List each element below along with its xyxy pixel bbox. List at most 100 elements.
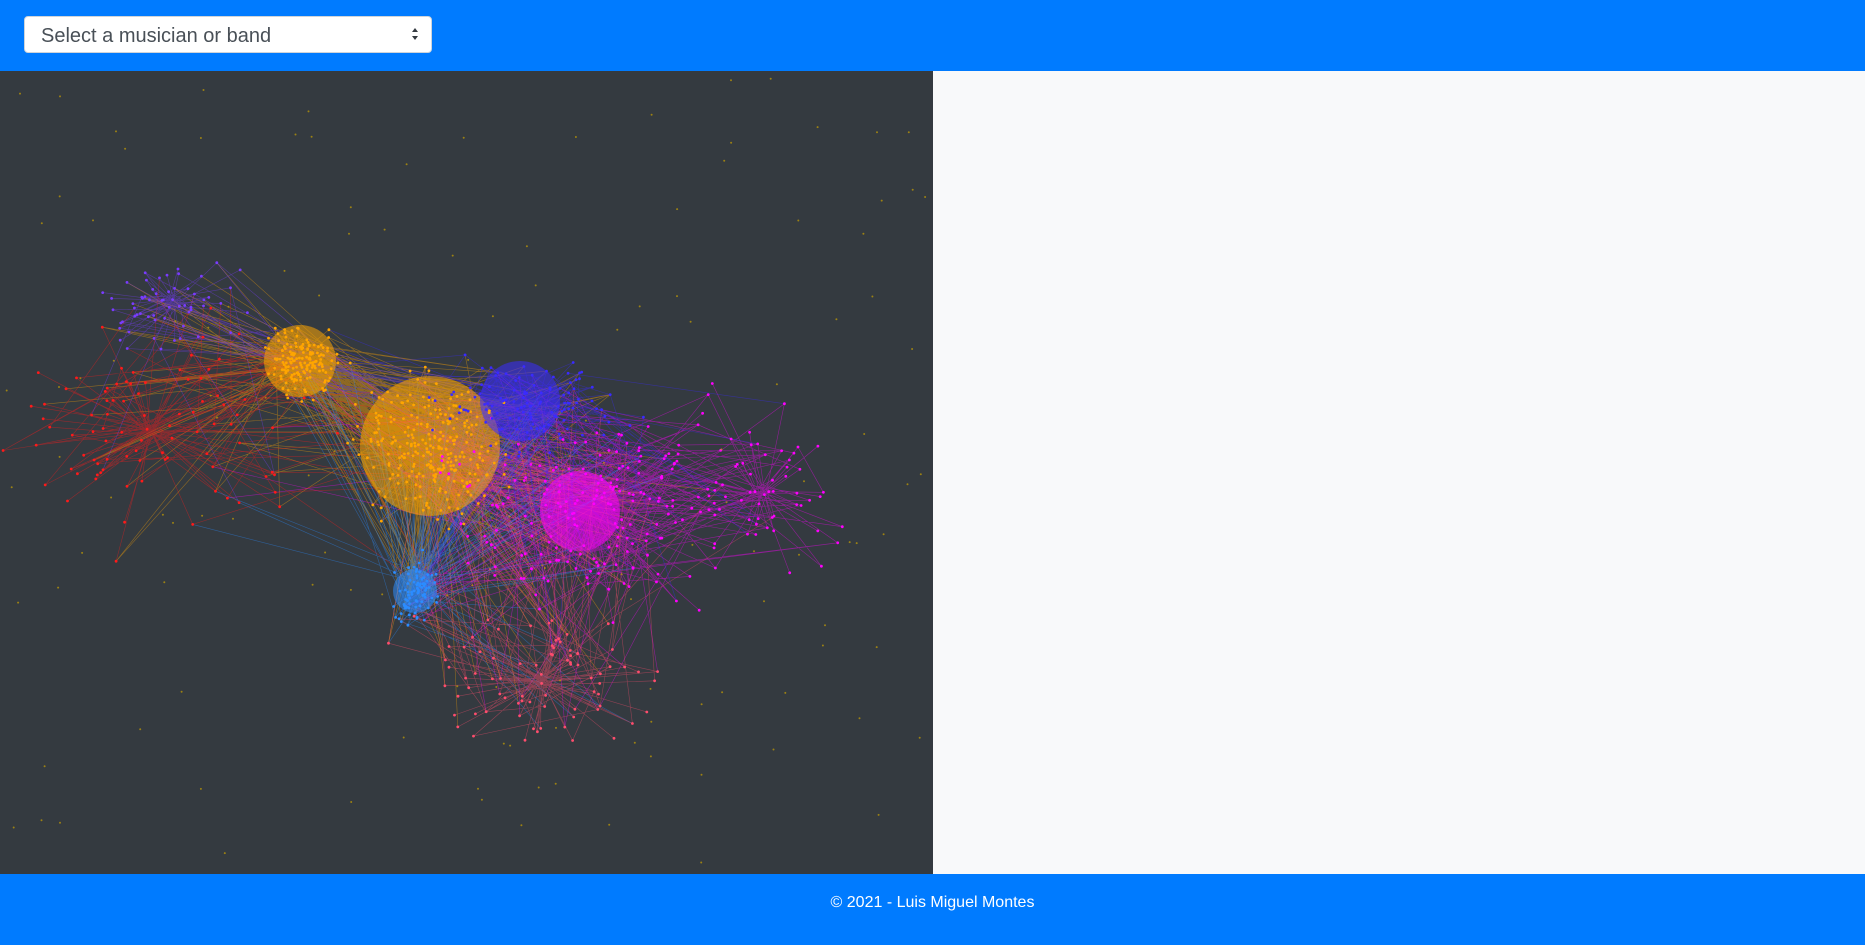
graph-node[interactable] (374, 416, 378, 419)
graph-node[interactable] (611, 648, 614, 651)
graph-node[interactable] (289, 345, 293, 349)
graph-node[interactable] (308, 369, 312, 373)
graph-node[interactable] (497, 627, 500, 631)
graph-node[interactable] (556, 501, 560, 505)
graph-node[interactable] (486, 618, 490, 622)
graph-node[interactable] (173, 287, 176, 290)
graph-node[interactable] (283, 331, 287, 335)
graph-node[interactable] (295, 357, 298, 360)
graph-node-isolated[interactable] (555, 726, 557, 729)
graph-node[interactable] (529, 426, 533, 430)
graph-node[interactable] (424, 589, 427, 592)
graph-node[interactable] (593, 497, 596, 501)
graph-node[interactable] (329, 367, 333, 371)
graph-node[interactable] (118, 326, 122, 330)
graph-node-isolated[interactable] (721, 691, 724, 694)
graph-node[interactable] (664, 454, 668, 458)
graph-node[interactable] (161, 451, 164, 455)
graph-node[interactable] (324, 371, 328, 374)
graph-node[interactable] (222, 403, 226, 407)
graph-node[interactable] (645, 532, 649, 536)
graph-node[interactable] (483, 403, 486, 406)
graph-node[interactable] (439, 471, 442, 474)
graph-node[interactable] (469, 410, 472, 413)
graph-node[interactable] (167, 305, 171, 309)
graph-node[interactable] (94, 477, 98, 481)
graph-node[interactable] (452, 479, 456, 483)
graph-node-isolated[interactable] (649, 687, 652, 690)
graph-node[interactable] (656, 670, 659, 673)
graph-node-isolated[interactable] (871, 295, 874, 298)
graph-node[interactable] (574, 567, 578, 570)
graph-node[interactable] (438, 489, 441, 493)
graph-node[interactable] (667, 452, 671, 455)
graph-node[interactable] (763, 453, 767, 457)
graph-node-isolated[interactable] (816, 126, 819, 129)
graph-node[interactable] (696, 423, 700, 427)
graph-node[interactable] (327, 336, 330, 339)
graph-node[interactable] (749, 443, 753, 447)
graph-node[interactable] (407, 474, 411, 478)
graph-node[interactable] (411, 454, 415, 458)
graph-node[interactable] (529, 417, 533, 421)
graph-node[interactable] (288, 350, 292, 354)
graph-node[interactable] (507, 485, 511, 489)
graph-node[interactable] (76, 472, 79, 476)
graph-node[interactable] (427, 506, 431, 510)
graph-node-isolated[interactable] (115, 130, 117, 133)
graph-node[interactable] (412, 465, 415, 468)
graph-node[interactable] (148, 298, 151, 302)
graph-node[interactable] (480, 366, 484, 370)
graph-node[interactable] (615, 450, 618, 454)
graph-node[interactable] (665, 504, 669, 508)
graph-node[interactable] (795, 503, 799, 506)
graph-node[interactable] (290, 377, 294, 381)
graph-node[interactable] (392, 435, 396, 439)
graph-node[interactable] (444, 658, 447, 662)
graph-node[interactable] (615, 485, 619, 488)
graph-node-isolated[interactable] (848, 541, 851, 544)
graph-node[interactable] (298, 356, 301, 360)
graph-node[interactable] (741, 461, 745, 465)
graph-node[interactable] (376, 440, 379, 444)
graph-node[interactable] (366, 456, 369, 460)
graph-node-isolated[interactable] (58, 195, 61, 198)
graph-node[interactable] (317, 354, 321, 358)
graph-node[interactable] (286, 388, 290, 392)
graph-node[interactable] (414, 496, 417, 500)
graph-node[interactable] (538, 464, 542, 468)
graph-node[interactable] (567, 467, 571, 471)
graph-node-isolated[interactable] (638, 305, 641, 308)
graph-node[interactable] (449, 452, 453, 455)
graph-node[interactable] (623, 665, 626, 669)
graph-node[interactable] (379, 519, 383, 523)
graph-node[interactable] (547, 515, 551, 518)
graph-node-isolated[interactable] (763, 600, 765, 603)
graph-node[interactable] (754, 533, 758, 536)
graph-node[interactable] (427, 463, 431, 466)
graph-node-isolated[interactable] (59, 821, 61, 824)
graph-node[interactable] (489, 444, 493, 448)
graph-node[interactable] (371, 503, 375, 507)
graph-node-isolated[interactable] (803, 480, 805, 483)
graph-node[interactable] (818, 495, 822, 498)
graph-node-isolated[interactable] (348, 232, 350, 235)
graph-node[interactable] (784, 474, 788, 478)
graph-node[interactable] (697, 608, 701, 612)
graph-node[interactable] (494, 374, 498, 377)
graph-node[interactable] (273, 473, 276, 477)
graph-node-isolated[interactable] (395, 504, 398, 507)
graph-node[interactable] (273, 326, 277, 330)
graph-node[interactable] (748, 430, 751, 434)
graph-node[interactable] (392, 418, 396, 421)
graph-node[interactable] (756, 517, 760, 520)
graph-node[interactable] (571, 406, 575, 410)
graph-node[interactable] (558, 640, 562, 644)
graph-node[interactable] (575, 524, 579, 528)
graph-node-isolated[interactable] (630, 598, 632, 601)
graph-node[interactable] (434, 473, 438, 476)
graph-node[interactable] (424, 442, 428, 445)
graph-node[interactable] (554, 465, 558, 469)
graph-node[interactable] (238, 268, 242, 272)
graph-node-isolated[interactable] (232, 517, 234, 520)
